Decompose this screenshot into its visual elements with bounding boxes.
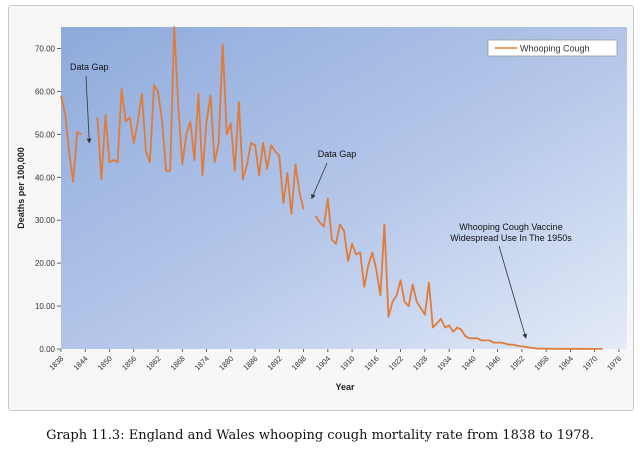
x-tick-label: 1838 — [47, 354, 65, 372]
chart: 0.0010.0020.0030.0040.0050.0060.0070.00 … — [16, 26, 627, 392]
plot-area — [61, 27, 627, 349]
legend-label: Whooping Cough — [520, 44, 590, 54]
y-axis: 0.00 10.00 20.00 30.00 40.00 50.00 60.00 70.00 — [35, 44, 61, 354]
y-tick-label: 30.00 — [35, 216, 56, 225]
x-tick-label: 1922 — [387, 354, 405, 372]
annotation-label: Whooping Cough Vaccine — [459, 222, 562, 232]
x-tick-label: 1880 — [217, 354, 235, 372]
x-tick-label: 1952 — [508, 354, 526, 372]
x-tick-label: 1964 — [557, 354, 575, 372]
annotation-arrow — [85, 75, 92, 144]
x-tick-label: 1958 — [532, 354, 550, 372]
series-layer — [60, 26, 603, 350]
y-tick-label: 20.00 — [35, 259, 56, 268]
annotation-label: Widespread Use In The 1950s — [450, 233, 572, 243]
y-tick-label: 50.00 — [35, 130, 56, 139]
x-tick-label: 1850 — [96, 354, 114, 372]
annotation-arrow — [498, 245, 528, 339]
x-tick-label: 1856 — [120, 354, 138, 372]
x-tick-label: 1940 — [460, 354, 478, 372]
annotation-label: Data Gap — [318, 149, 357, 159]
y-tick-label: 40.00 — [35, 173, 56, 182]
y-tick-label: 10.00 — [35, 302, 56, 311]
chart-frame: 0.00 10.00 20.00 30.00 40.00 50.00 60.00 70.00 … — [8, 5, 634, 411]
y-axis-label: Deaths per 100,000 — [16, 147, 26, 229]
x-axis: 1838 1844 1850 1856 1862 1868 1874 1880 1886 1892… — [47, 349, 623, 372]
x-tick-label: 1970 — [581, 354, 599, 372]
figure-caption: Graph 11.3: England and Wales whooping c… — [46, 428, 594, 443]
series-line-segment — [60, 95, 82, 183]
x-tick-label: 1910 — [338, 354, 356, 372]
x-tick-label: 1892 — [266, 354, 284, 372]
x-tick-label: 1874 — [193, 354, 211, 372]
y-tick-label: 60.00 — [35, 87, 56, 96]
annotations: Data Gap Data Gap Whooping Cough VaccineWi… — [70, 62, 572, 339]
x-tick-label: 1862 — [144, 354, 162, 372]
annotation-arrow — [311, 162, 328, 200]
x-tick-label: 1904 — [314, 354, 332, 372]
x-tick-label: 1934 — [435, 354, 453, 372]
x-tick-label: 1886 — [241, 354, 259, 372]
series-line-segment — [96, 26, 305, 215]
x-tick-label: 1868 — [169, 354, 187, 372]
x-tick-label: 1898 — [290, 354, 308, 372]
series-line-segment — [314, 197, 603, 350]
y-tick-label: 0.00 — [39, 345, 55, 354]
x-tick-label: 1844 — [72, 354, 90, 372]
annotation-label: Data Gap — [70, 62, 109, 72]
x-tick-label: 1976 — [605, 354, 623, 372]
x-axis-label: Year — [335, 382, 355, 392]
x-tick-label: 1916 — [363, 354, 381, 372]
x-tick-label: 1946 — [484, 354, 502, 372]
x-tick-label: 1928 — [411, 354, 429, 372]
y-tick-label: 70.00 — [35, 44, 56, 53]
legend: Whooping Cough — [487, 39, 618, 57]
